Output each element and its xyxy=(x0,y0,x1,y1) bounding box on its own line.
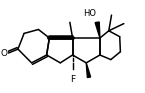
Polygon shape xyxy=(86,63,91,78)
Text: HO: HO xyxy=(83,9,96,18)
Text: O: O xyxy=(1,49,8,58)
Polygon shape xyxy=(95,22,100,38)
Text: F: F xyxy=(70,75,75,84)
